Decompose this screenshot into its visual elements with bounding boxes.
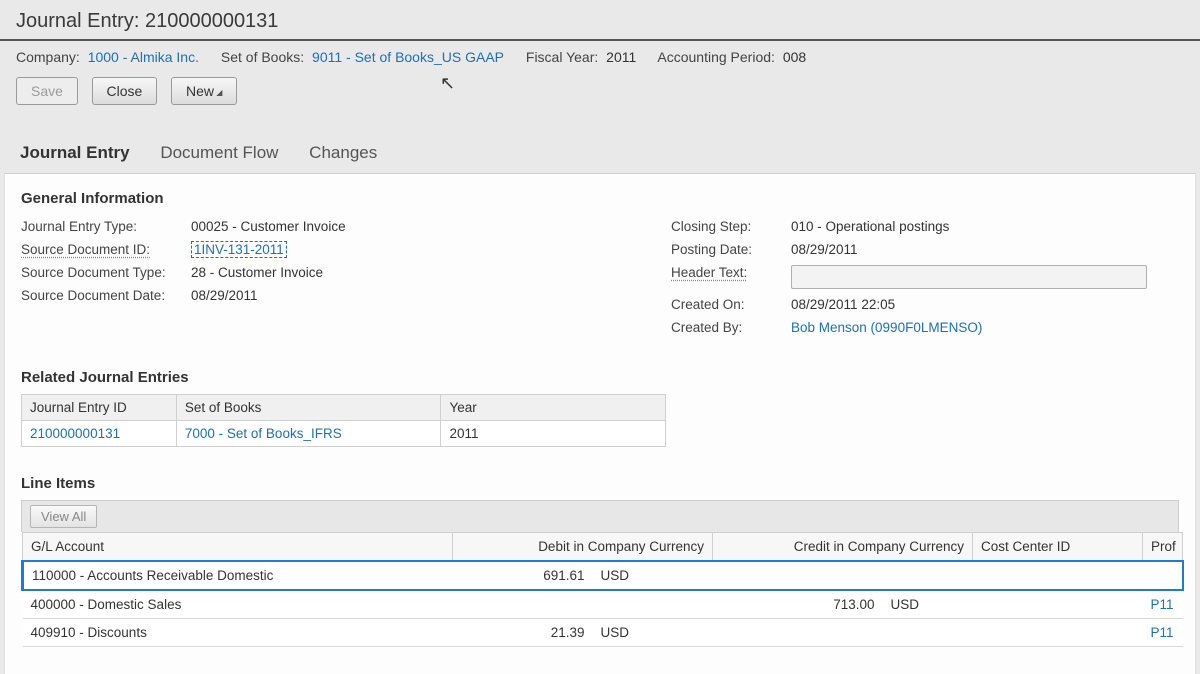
source-doc-date-label: Source Document Date: <box>21 288 191 303</box>
cursor-icon: ↖ <box>440 73 455 94</box>
fiscal-year-label: Fiscal Year: <box>526 49 598 65</box>
line-items-table: G/L Account Debit in Company Currency Cr… <box>21 532 1184 647</box>
view-all-button[interactable]: View All <box>30 505 97 528</box>
created-by-label: Created By: <box>671 320 791 335</box>
li-col-debit[interactable]: Debit in Company Currency <box>453 533 713 562</box>
li-debit-cur: USD <box>593 561 713 590</box>
tab-document-flow[interactable]: Document Flow <box>158 139 280 173</box>
table-row[interactable]: 409910 - Discounts 21.39 USD P11 <box>23 619 1183 647</box>
table-row[interactable]: 110000 - Accounts Receivable Domestic 69… <box>23 561 1183 590</box>
accounting-period-label: Accounting Period: <box>657 49 775 65</box>
closing-step-value: 010 - Operational postings <box>791 219 949 234</box>
li-gl: 409910 - Discounts <box>23 619 453 647</box>
tab-bar: Journal Entry Document Flow Changes <box>0 123 1200 173</box>
related-entries-table: Journal Entry ID Set of Books Year 21000… <box>21 394 666 447</box>
source-doc-id-link[interactable]: 1INV-131-2011 <box>191 241 287 258</box>
li-prof <box>1143 561 1183 590</box>
tab-content: General Information Journal Entry Type: … <box>4 173 1196 674</box>
li-costcenter <box>973 561 1143 590</box>
new-button[interactable]: New <box>171 77 237 105</box>
li-col-gl[interactable]: G/L Account <box>23 533 453 562</box>
rel-id-link[interactable]: 210000000131 <box>30 426 120 441</box>
li-credit-cur <box>883 619 973 647</box>
save-button: Save <box>16 77 78 105</box>
li-debit: 691.61 <box>453 561 593 590</box>
line-items-toolbar: View All <box>21 500 1179 532</box>
set-of-books-link[interactable]: 9011 - Set of Books_US GAAP <box>312 49 504 65</box>
li-credit: 713.00 <box>713 590 883 619</box>
related-entries-title: Related Journal Entries <box>21 369 1179 386</box>
source-doc-type-value: 28 - Customer Invoice <box>191 265 323 280</box>
li-debit <box>453 590 593 619</box>
source-doc-type-label: Source Document Type: <box>21 265 191 280</box>
created-on-label: Created On: <box>671 297 791 312</box>
toolbar: Save Close New ↖ <box>0 69 1200 123</box>
fiscal-year-value: 2011 <box>606 49 636 65</box>
tab-journal-entry[interactable]: Journal Entry <box>18 139 132 173</box>
company-label: Company: <box>16 49 80 65</box>
created-on-value: 08/29/2011 22:05 <box>791 297 895 312</box>
created-by-link[interactable]: Bob Menson (0990F0LMENSO) <box>791 320 982 335</box>
posting-date-label: Posting Date: <box>671 242 791 257</box>
table-row[interactable]: 400000 - Domestic Sales 713.00 USD P11 <box>23 590 1183 619</box>
source-doc-id-label: Source Document ID: <box>21 242 191 257</box>
line-items-title: Line Items <box>21 475 1179 492</box>
accounting-period-value: 008 <box>783 49 806 65</box>
li-prof-link[interactable]: P11 <box>1151 625 1174 640</box>
li-col-credit[interactable]: Credit in Company Currency <box>713 533 973 562</box>
header-text-input[interactable] <box>791 265 1147 289</box>
li-credit-cur <box>883 561 973 590</box>
li-credit-cur: USD <box>883 590 973 619</box>
title-prefix: Journal Entry: <box>16 10 139 32</box>
journal-entry-type-value: 00025 - Customer Invoice <box>191 219 346 234</box>
meta-row: Company: 1000 - Almika Inc. Set of Books… <box>0 41 1200 69</box>
li-gl: 110000 - Accounts Receivable Domestic <box>23 561 453 590</box>
li-col-costcenter[interactable]: Cost Center ID <box>973 533 1143 562</box>
title-id: 210000000131 <box>145 10 278 32</box>
tab-changes[interactable]: Changes <box>307 139 379 173</box>
header-text-label: Header Text: <box>671 265 791 289</box>
table-row[interactable]: 210000000131 7000 - Set of Books_IFRS 20… <box>22 421 666 447</box>
li-costcenter <box>973 590 1143 619</box>
set-of-books-label: Set of Books: <box>221 49 304 65</box>
li-gl: 400000 - Domestic Sales <box>23 590 453 619</box>
rel-sob-link[interactable]: 7000 - Set of Books_IFRS <box>185 426 342 441</box>
rel-col-year[interactable]: Year <box>441 395 666 421</box>
li-credit <box>713 561 883 590</box>
rel-col-id[interactable]: Journal Entry ID <box>22 395 177 421</box>
rel-col-sob[interactable]: Set of Books <box>176 395 441 421</box>
closing-step-label: Closing Step: <box>671 219 791 234</box>
li-debit-cur: USD <box>593 619 713 647</box>
li-col-prof[interactable]: Prof <box>1143 533 1183 562</box>
li-debit-cur <box>593 590 713 619</box>
li-debit: 21.39 <box>453 619 593 647</box>
source-doc-date-value: 08/29/2011 <box>191 288 258 303</box>
general-info-title: General Information <box>21 190 1179 207</box>
li-credit <box>713 619 883 647</box>
rel-year-value: 2011 <box>441 421 666 447</box>
journal-entry-type-label: Journal Entry Type: <box>21 219 191 234</box>
li-prof-link[interactable]: P11 <box>1151 597 1174 612</box>
posting-date-value: 08/29/2011 <box>791 242 858 257</box>
page-title: Journal Entry: 210000000131 <box>0 0 1200 41</box>
company-link[interactable]: 1000 - Almika Inc. <box>88 49 199 65</box>
li-costcenter <box>973 619 1143 647</box>
close-button[interactable]: Close <box>92 77 158 105</box>
